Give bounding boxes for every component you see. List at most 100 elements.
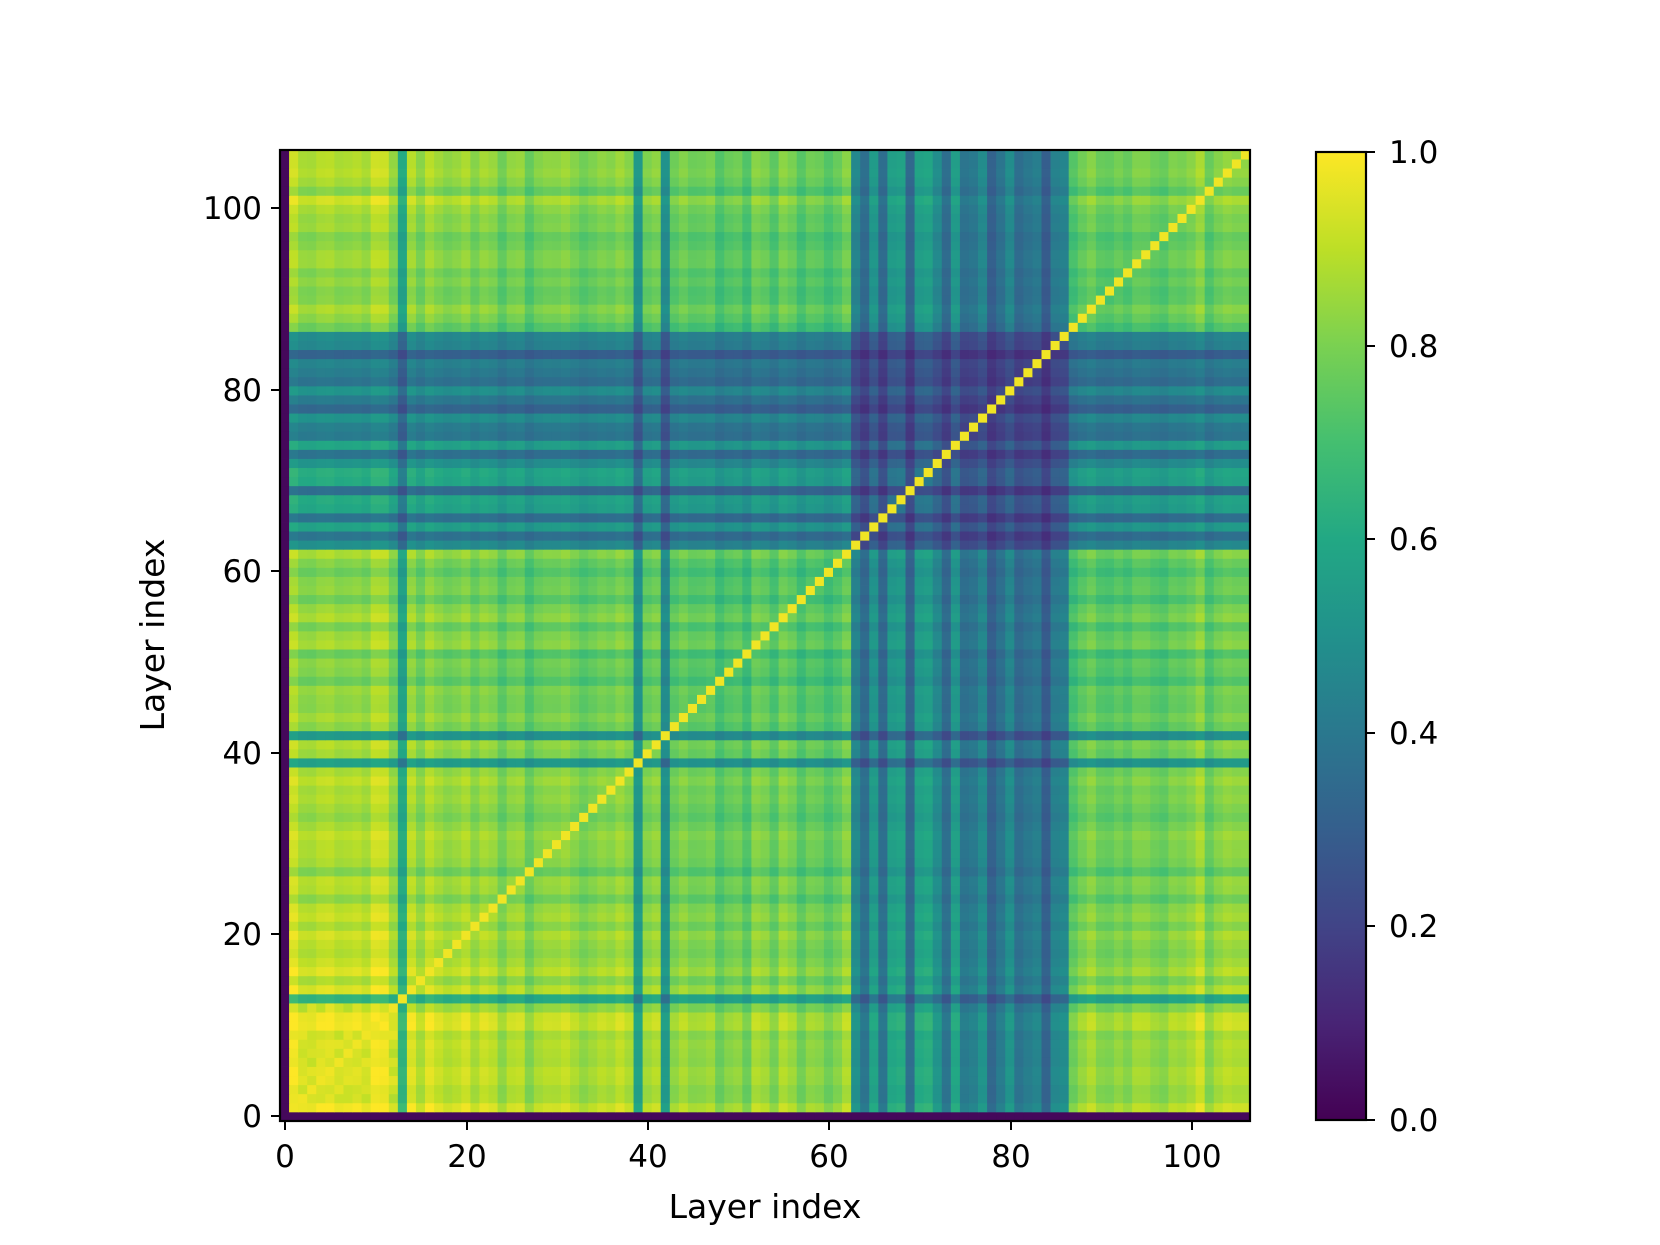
heatmap-cell: [769, 730, 779, 741]
heatmap-cell: [397, 803, 408, 813]
heatmap-cell: [597, 1030, 607, 1040]
heatmap-cell: [370, 848, 381, 859]
heatmap-cell: [1023, 748, 1033, 759]
heatmap-cell: [724, 703, 734, 714]
heatmap-cell: [606, 1093, 616, 1104]
heatmap-cell: [968, 721, 979, 732]
heatmap-cell: [1086, 957, 1097, 968]
heatmap-cell: [325, 803, 335, 813]
heatmap-cell: [488, 767, 498, 777]
heatmap-cell: [551, 975, 562, 986]
heatmap-cell: [570, 1057, 580, 1067]
heatmap-cell: [479, 930, 489, 940]
heatmap-cell: [551, 848, 562, 859]
heatmap-cell: [397, 939, 408, 949]
heatmap-cell: [298, 721, 308, 732]
heatmap-cell: [325, 1057, 335, 1067]
heatmap-cell: [697, 730, 707, 741]
heatmap-cell: [479, 975, 489, 986]
heatmap-cell: [687, 812, 698, 822]
heatmap-cell: [606, 930, 616, 940]
heatmap-cell: [470, 803, 480, 813]
heatmap-cell: [1159, 1048, 1169, 1058]
heatmap-cell: [1005, 767, 1015, 777]
heatmap-cell: [805, 1093, 816, 1104]
heatmap-cell: [706, 848, 716, 859]
heatmap-cell: [425, 939, 435, 949]
heatmap-cell: [370, 939, 381, 949]
heatmap-cell: [869, 966, 879, 977]
heatmap-cell: [1114, 1102, 1124, 1113]
heatmap-cell: [823, 1075, 834, 1086]
heatmap-cell: [388, 993, 399, 1004]
heatmap-cell: [488, 1021, 498, 1031]
heatmap-cell: [1195, 939, 1206, 949]
heatmap-cell: [497, 957, 508, 968]
heatmap-cell: [488, 1003, 498, 1013]
heatmap-cell: [434, 1057, 444, 1067]
heatmap-cell: [1132, 857, 1142, 868]
heatmap-cell: [905, 975, 915, 986]
heatmap-cell: [1213, 1021, 1224, 1031]
heatmap-cell: [941, 758, 952, 768]
heatmap-cell: [987, 1093, 997, 1104]
heatmap-cell: [515, 812, 526, 822]
heatmap-cell: [1141, 948, 1151, 959]
heatmap-cell: [1240, 948, 1251, 959]
heatmap-cell: [280, 984, 290, 995]
heatmap-cell: [388, 821, 399, 831]
heatmap-cell: [497, 975, 508, 986]
heatmap-cell: [787, 1030, 798, 1040]
heatmap-cell: [1005, 948, 1015, 959]
heatmap-cell: [461, 758, 471, 768]
heatmap-cell: [706, 1021, 716, 1031]
heatmap-cell: [579, 1021, 589, 1031]
heatmap-cell: [787, 1084, 798, 1095]
heatmap-cell: [615, 730, 625, 741]
heatmap-cell: [289, 1003, 299, 1013]
heatmap-cell: [561, 875, 571, 886]
heatmap-cell: [724, 739, 734, 750]
heatmap-cell: [687, 794, 698, 804]
heatmap-cell: [896, 839, 906, 850]
heatmap-cell: [434, 703, 444, 714]
heatmap-cell: [1041, 703, 1051, 714]
heatmap-cell: [479, 1102, 489, 1113]
heatmap-cell: [1240, 1030, 1251, 1040]
heatmap-cell: [923, 912, 934, 922]
heatmap-cell: [769, 984, 779, 995]
heatmap-cell: [1213, 839, 1224, 850]
heatmap-cell: [1050, 984, 1061, 995]
heatmap-cell: [760, 1093, 770, 1104]
heatmap-cell: [488, 703, 498, 714]
heatmap-cell: [751, 993, 761, 1004]
heatmap-cell: [488, 730, 498, 741]
heatmap-cell: [851, 1093, 861, 1104]
heatmap-cell: [434, 957, 444, 968]
heatmap-cell: [1050, 794, 1061, 804]
heatmap-cell: [570, 803, 580, 813]
heatmap-cell: [1123, 1093, 1133, 1104]
heatmap-cell: [524, 1030, 535, 1040]
heatmap-cell: [1059, 966, 1070, 977]
heatmap-cell: [606, 866, 616, 877]
heatmap-cell: [1222, 785, 1233, 795]
heatmap-cell: [280, 758, 290, 768]
heatmap-cell: [1186, 1084, 1197, 1095]
heatmap-cell: [851, 1066, 861, 1077]
heatmap-cell: [325, 857, 335, 868]
heatmap-cell: [352, 930, 362, 940]
heatmap-cell: [687, 957, 698, 968]
heatmap-cell: [479, 776, 489, 786]
heatmap-cell: [751, 1075, 761, 1086]
heatmap-cell: [343, 1057, 353, 1067]
heatmap-cell: [497, 812, 508, 822]
heatmap-cell: [588, 885, 598, 895]
heatmap-cell: [1159, 794, 1169, 804]
heatmap-cell: [1195, 776, 1206, 786]
heatmap-cell: [524, 748, 535, 759]
heatmap-cell: [923, 1111, 934, 1122]
heatmap-cell: [542, 984, 553, 995]
heatmap-cell: [1104, 848, 1115, 859]
heatmap-cell: [280, 1039, 290, 1049]
